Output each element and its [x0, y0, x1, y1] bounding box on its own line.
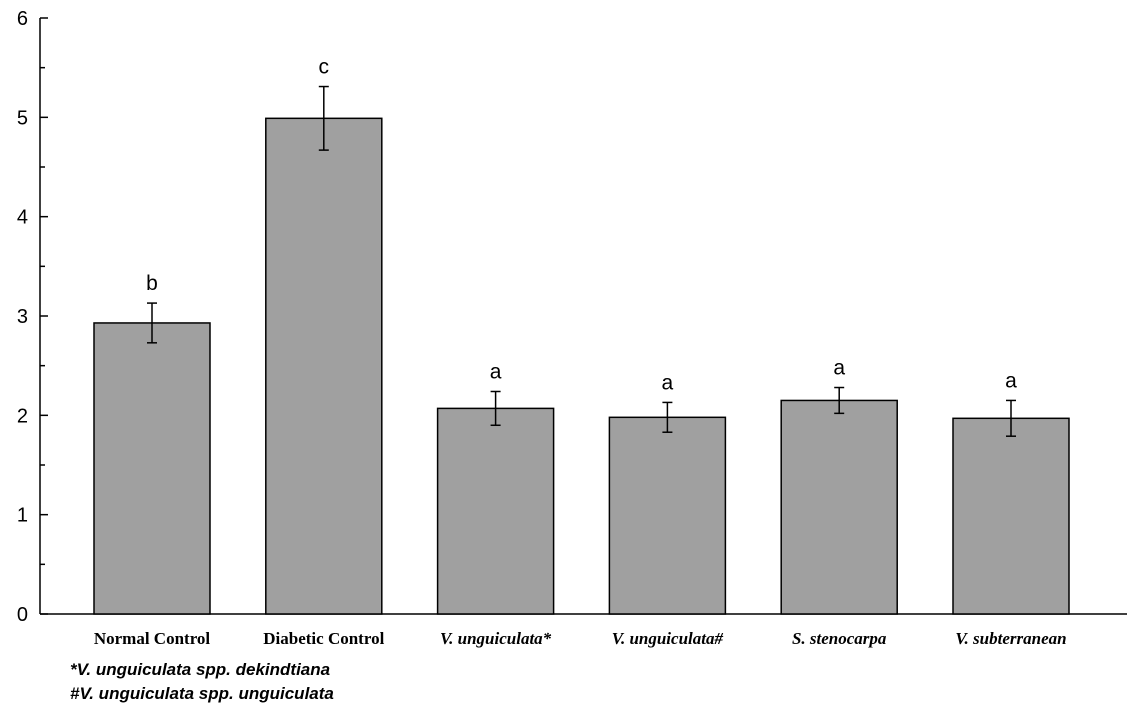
- y-tick-label: 3: [17, 306, 28, 328]
- bar: [952, 417, 1070, 615]
- y-tick-label: 2: [17, 405, 28, 427]
- error-bars: [147, 85, 1016, 437]
- category-labels: Normal Control Diabetic Control V. unguicu…: [94, 629, 1067, 648]
- category-label: Normal Control: [94, 629, 211, 648]
- y-tick-label: 0: [17, 604, 28, 626]
- bar: [93, 322, 211, 615]
- y-tick-label: 4: [17, 207, 28, 229]
- y-tick-label: 5: [17, 107, 28, 129]
- significance-label: a: [833, 357, 845, 380]
- significance-label: c: [319, 56, 330, 79]
- y-tick-label: 1: [17, 505, 28, 527]
- category-label: V. unguiculata*: [440, 629, 552, 648]
- category-label: V. unguiculata#: [612, 629, 724, 648]
- bar: [608, 416, 727, 615]
- bar: [436, 407, 555, 615]
- bars: [93, 117, 1070, 615]
- category-label: V. subterranean: [955, 629, 1066, 648]
- y-ticks: 0 1 2 3 4 5 6: [17, 8, 48, 626]
- significance-label: b: [146, 272, 158, 295]
- category-label: Diabetic Control: [263, 629, 384, 648]
- bar: [780, 399, 898, 615]
- bar: [265, 117, 383, 615]
- y-tick-label: 6: [17, 8, 28, 30]
- significance-label: a: [662, 371, 674, 394]
- significance-label: a: [490, 360, 502, 383]
- category-label: S. stenocarpa: [792, 629, 887, 648]
- footnote-1: *V. unguiculata spp. dekindtiana: [70, 660, 331, 679]
- significance-labels: b c a a a a: [146, 56, 1017, 395]
- footnote-2: #V. unguiculata spp. unguiculata: [70, 684, 334, 703]
- significance-label: a: [1005, 369, 1017, 392]
